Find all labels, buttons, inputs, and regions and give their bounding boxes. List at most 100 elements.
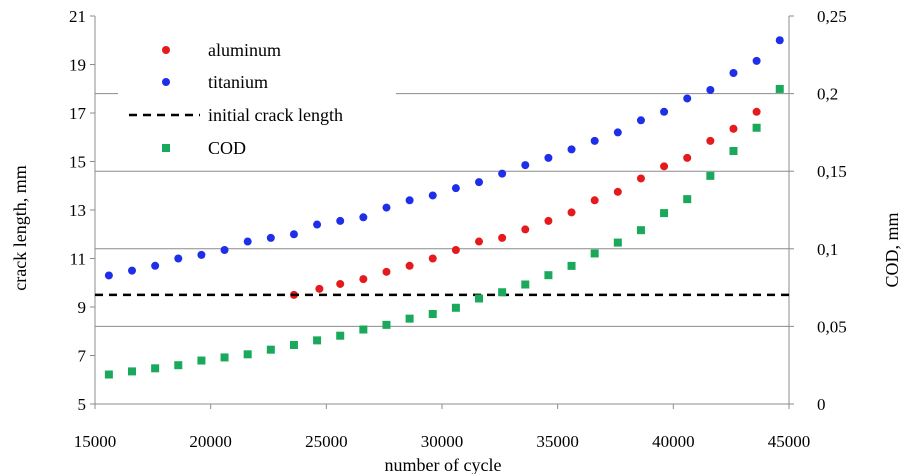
titanium-point — [636, 116, 645, 125]
COD-point — [151, 364, 160, 373]
aluminum-point — [636, 174, 645, 183]
titanium-point — [289, 230, 298, 239]
titanium-point — [498, 169, 507, 178]
series-titanium — [104, 36, 784, 280]
left-axis-ticks: 5 7 9 11 13 15 17 19 21 — [69, 7, 95, 414]
aluminum-point — [660, 162, 669, 171]
legend-marker-titanium — [162, 78, 170, 86]
series-cod — [104, 84, 784, 379]
axes — [94, 16, 790, 405]
aluminum-point — [521, 225, 530, 234]
x-tick-label: 45000 — [768, 432, 811, 451]
aluminum-point — [451, 246, 460, 255]
legend-label: initial crack length — [208, 105, 343, 125]
aluminum-point — [706, 136, 715, 145]
COD-point — [359, 325, 368, 334]
titanium-point — [405, 196, 414, 205]
aluminum-point — [336, 279, 345, 288]
COD-point — [544, 271, 553, 280]
COD-point — [729, 147, 738, 156]
aluminum-point — [567, 208, 576, 217]
COD-point — [451, 303, 460, 312]
COD-point — [104, 370, 113, 379]
COD-point — [405, 314, 414, 323]
left-tick-label: 11 — [70, 250, 86, 269]
titanium-point — [266, 233, 275, 242]
legend-marker-aluminum — [162, 46, 170, 54]
left-tick-label: 19 — [69, 56, 86, 75]
x-axis-title: number of cycle — [385, 455, 502, 474]
titanium-point — [567, 145, 576, 154]
left-tick-label: 7 — [78, 347, 87, 366]
aluminum-point — [498, 233, 507, 242]
titanium-point — [174, 254, 183, 263]
aluminum-point — [590, 196, 599, 205]
titanium-point — [451, 184, 460, 193]
right-tick-label: 0,25 — [817, 7, 847, 26]
COD-point — [660, 209, 669, 218]
aluminum-point — [752, 107, 761, 116]
titanium-point — [104, 271, 113, 280]
titanium-point — [521, 161, 530, 170]
aluminum-point — [544, 216, 553, 225]
legend-label: COD — [208, 138, 246, 158]
COD-point — [313, 336, 322, 345]
titanium-point — [706, 85, 715, 94]
COD-point — [174, 361, 183, 370]
x-tick-label: 30000 — [421, 432, 464, 451]
titanium-point — [775, 36, 784, 45]
right-tick-label: 0,2 — [817, 85, 838, 104]
left-tick-label: 9 — [78, 298, 87, 317]
COD-point — [706, 171, 715, 180]
titanium-point — [475, 178, 484, 187]
titanium-point — [613, 128, 622, 137]
right-axis-title: COD, mm — [882, 212, 902, 287]
COD-point — [220, 353, 229, 362]
x-axis-ticks: 15000 20000 25000 30000 35000 40000 45000 — [74, 404, 811, 451]
left-tick-label: 15 — [69, 153, 86, 172]
aluminum-point — [315, 284, 324, 293]
series-layer — [95, 36, 789, 379]
titanium-point — [428, 191, 437, 200]
right-tick-label: 0,05 — [817, 317, 847, 336]
COD-point — [683, 195, 692, 204]
titanium-point — [660, 107, 669, 116]
titanium-point — [197, 250, 206, 259]
right-axis-ticks: 0 0,05 0,1 0,15 0,2 0,25 — [789, 7, 847, 414]
titanium-point — [220, 246, 229, 255]
legend-marker-COD — [162, 144, 170, 152]
COD-point — [382, 320, 391, 329]
COD-point — [498, 288, 507, 297]
COD-point — [128, 367, 137, 376]
COD-point — [243, 350, 252, 359]
series-aluminum — [289, 107, 761, 299]
right-tick-label: 0,1 — [817, 240, 838, 259]
titanium-point — [729, 68, 738, 77]
COD-point — [521, 280, 530, 289]
COD-point — [752, 123, 761, 132]
COD-point — [567, 261, 576, 270]
titanium-point — [590, 136, 599, 145]
x-tick-label: 20000 — [189, 432, 232, 451]
aluminum-point — [405, 261, 414, 270]
COD-point — [266, 345, 275, 354]
COD-point — [197, 356, 206, 365]
titanium-point — [382, 203, 391, 212]
left-tick-label: 5 — [78, 395, 87, 414]
aluminum-point — [382, 267, 391, 276]
left-axis-title: crack length, mm — [10, 165, 30, 290]
left-tick-label: 17 — [69, 104, 87, 123]
titanium-point — [752, 56, 761, 65]
aluminum-point — [729, 124, 738, 133]
aluminum-point — [683, 153, 692, 162]
titanium-point — [151, 261, 160, 270]
COD-point — [289, 341, 298, 350]
aluminum-point — [475, 237, 484, 246]
right-tick-label: 0,15 — [817, 162, 847, 181]
aluminum-point — [428, 254, 437, 263]
left-tick-label: 21 — [69, 7, 86, 26]
titanium-point — [243, 237, 252, 246]
legend-label: aluminum — [208, 40, 281, 60]
right-tick-label: 0 — [817, 395, 826, 414]
